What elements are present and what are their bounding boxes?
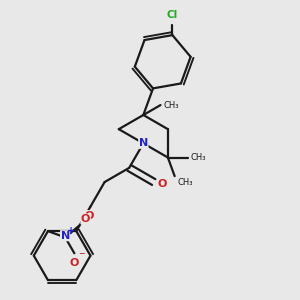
Text: N: N <box>61 231 70 241</box>
Text: O: O <box>158 179 167 189</box>
Text: O: O <box>84 211 94 220</box>
Text: N: N <box>139 138 148 148</box>
Text: CH₃: CH₃ <box>177 178 193 187</box>
Text: CH₃: CH₃ <box>163 100 179 109</box>
Text: O: O <box>81 214 90 224</box>
Text: +: + <box>67 226 75 236</box>
Text: CH₃: CH₃ <box>190 153 206 162</box>
Text: ⁻: ⁻ <box>78 250 85 263</box>
Text: Cl: Cl <box>167 10 178 20</box>
Text: O: O <box>70 258 79 268</box>
